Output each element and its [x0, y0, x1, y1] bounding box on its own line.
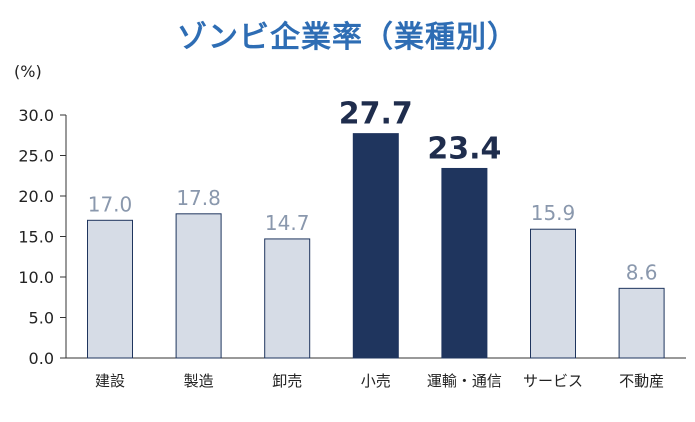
data-label: 23.4 [427, 131, 501, 166]
chart-title: ゾンビ企業率（業種別） [177, 20, 518, 55]
y-tick-label: 20.0 [18, 187, 54, 206]
data-label: 15.9 [531, 201, 576, 225]
data-label: 14.7 [265, 211, 310, 235]
bar [87, 219, 133, 359]
y-tick-label: 0.0 [29, 349, 54, 368]
x-tick-label: 運輸・通信 [427, 372, 502, 390]
bar [530, 228, 576, 359]
data-label: 17.8 [176, 186, 221, 210]
y-tick-label: 10.0 [18, 268, 54, 287]
x-tick-label: 建設 [95, 372, 125, 390]
data-label: 17.0 [88, 192, 133, 216]
y-tick-label: 5.0 [29, 309, 54, 328]
y-axis-unit-label: (%) [14, 62, 42, 81]
bar [618, 287, 665, 359]
y-tick-label: 30.0 [18, 106, 54, 125]
x-tick-label: 不動産 [619, 372, 664, 390]
bar [175, 213, 222, 359]
bar [441, 167, 488, 359]
x-tick-label: 小売 [361, 372, 391, 390]
data-label: 27.7 [339, 97, 413, 132]
y-tick-label: 15.0 [18, 228, 54, 247]
y-tick-label: 25.0 [18, 147, 54, 166]
x-tick-label: サービス [523, 372, 583, 390]
bar [352, 133, 399, 359]
data-label: 8.6 [626, 260, 658, 284]
x-tick-label: 製造 [184, 372, 214, 390]
x-tick-label: 卸売 [272, 372, 302, 390]
bar [264, 238, 311, 359]
